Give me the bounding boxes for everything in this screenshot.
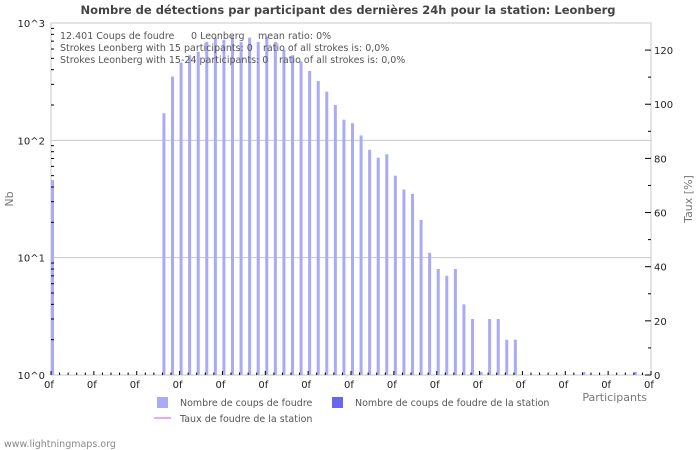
y-left-title: Nb [3, 191, 16, 206]
bar [51, 179, 54, 375]
bar [265, 36, 269, 376]
bar [325, 91, 329, 375]
bar [445, 275, 449, 375]
x-tick-label: 0f [601, 380, 611, 391]
y-right-axis: 0 20 40 60 80 100 120 [645, 46, 673, 382]
bar [359, 135, 363, 375]
bar [496, 319, 500, 375]
info-line-1c: mean ratio: 0% [258, 31, 331, 42]
y-right-tick-label: 0 [654, 371, 660, 382]
bar [376, 157, 380, 375]
bar [462, 304, 466, 375]
bar [488, 319, 492, 375]
x-tick-label: 0f [644, 380, 654, 391]
x-axis-title: Participants [582, 391, 647, 404]
bar [171, 76, 174, 375]
y-right-tick-label: 20 [654, 317, 667, 328]
bar [582, 372, 586, 375]
x-tick-label: 0f [558, 380, 568, 391]
y-right-tick-label: 100 [654, 100, 673, 111]
legend-swatch-strokes [157, 397, 168, 408]
bar [179, 62, 183, 375]
info-line-2a: Strokes Leonberg with 15 participants: 0 [60, 43, 253, 54]
bar [213, 37, 217, 375]
bar [299, 61, 303, 376]
bar [436, 269, 440, 375]
bar-series [51, 36, 637, 376]
bar [393, 175, 397, 375]
bar [633, 372, 637, 375]
bar [419, 219, 423, 375]
bar [402, 189, 406, 375]
y-right-title: Taux [%] [682, 175, 695, 224]
y-right-tick-label: 60 [654, 209, 667, 220]
x-axis: 0f 0f 0f 0f 0f 0f 0f 0f 0f 0f 0f 0f 0f 0f 0f [44, 371, 654, 391]
x-tick-label: 0f [44, 380, 54, 391]
legend: Nombre de coups de foudre Nombre de coup… [154, 397, 549, 425]
info-line-3c: ratio of all strokes is: 0,0% [279, 55, 405, 66]
y-right-tick-label: 40 [654, 263, 667, 274]
bar [248, 37, 252, 375]
bar [205, 41, 209, 375]
footer-source: www.lightningmaps.org [4, 439, 116, 450]
x-tick-label: 0f [130, 380, 140, 391]
x-tick-label: 0f [473, 380, 483, 391]
info-line-1b: 0 Leonberg [191, 31, 245, 42]
x-tick-label: 0f [387, 380, 397, 391]
bar [385, 154, 389, 375]
x-tick-label: 0f [430, 380, 440, 391]
legend-label-station-strokes: Nombre de coups de foudre de la station [355, 398, 549, 409]
info-line-2c: ratio of all strokes is: 0,0% [263, 43, 389, 54]
y-left-tick-label: 10^0 [18, 371, 45, 382]
y-left-tick-label: 10^2 [18, 136, 45, 147]
y-left-tick-label: 10^3 [18, 19, 45, 30]
bar [231, 36, 234, 375]
legend-label-strokes: Nombre de coups de foudre [180, 398, 313, 409]
bar [196, 51, 200, 376]
x-tick-label: 0f [344, 380, 354, 391]
info-line-3a: Strokes Leonberg with 15-24 participants… [60, 55, 268, 66]
x-tick-label: 0f [301, 380, 311, 391]
bar [273, 41, 277, 375]
bar [188, 55, 192, 376]
y-right-tick-label: 120 [654, 46, 673, 57]
bar [505, 339, 509, 375]
bar [428, 252, 432, 375]
bar [411, 193, 414, 375]
bar [342, 119, 346, 375]
bar [368, 149, 372, 375]
x-tick-label: 0f [515, 380, 525, 391]
bar [513, 339, 517, 375]
bar [453, 269, 457, 375]
chart-title: Nombre de détections par participant des… [80, 3, 615, 17]
bar [162, 113, 166, 375]
x-tick-label: 0f [87, 380, 97, 391]
y-left-tick-label: 10^1 [18, 254, 45, 265]
bar [333, 105, 337, 375]
bar [222, 39, 226, 375]
bar [282, 49, 286, 376]
y-right-tick-label: 80 [654, 154, 667, 165]
x-tick-label: 0f [258, 380, 268, 391]
x-tick-label: 0f [173, 380, 183, 391]
bar [471, 319, 474, 375]
x-tick-label: 0f [215, 380, 225, 391]
bar [256, 41, 260, 375]
bar [479, 372, 483, 375]
bar [291, 55, 294, 376]
legend-swatch-station-strokes [332, 397, 343, 408]
y-left-axis: 10^0 10^1 10^2 10^3 [18, 19, 54, 382]
legend-label-station-rate: Taux de foudre de la station [179, 414, 312, 425]
bar [351, 123, 354, 375]
bar [308, 70, 312, 375]
info-box: 12.401 Coups de foudre 0 Leonberg mean r… [60, 31, 405, 66]
info-line-1a: 12.401 Coups de foudre [60, 31, 175, 42]
bar [239, 41, 243, 375]
bar [316, 81, 320, 375]
